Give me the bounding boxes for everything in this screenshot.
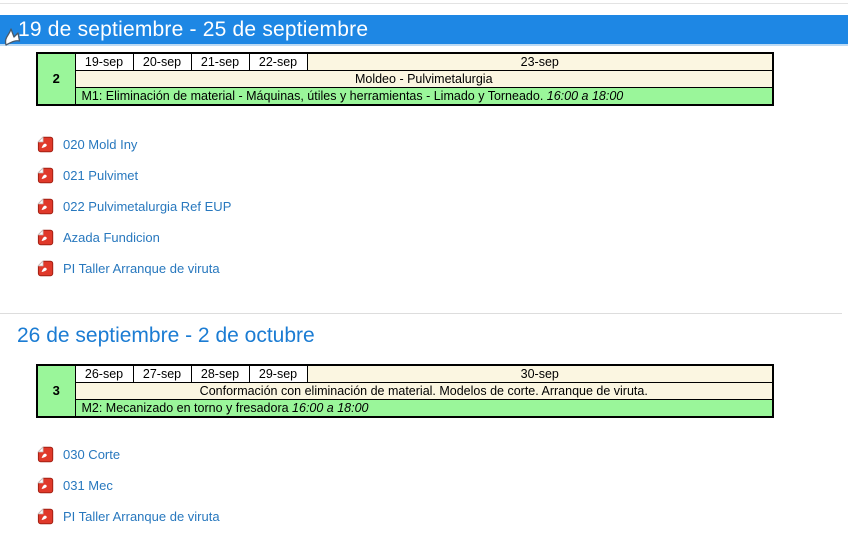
list-item: Azada Fundicion	[37, 229, 231, 246]
day-cell: 23-sep	[306, 52, 774, 71]
list-item: 020 Mold Iny	[37, 136, 231, 153]
day-cell: 26-sep	[74, 364, 134, 383]
day-cell: 30-sep	[306, 364, 774, 383]
day-cell: 29-sep	[248, 364, 308, 383]
section-title: 26 de septiembre - 2 de octubre	[17, 324, 315, 347]
pdf-icon	[37, 136, 54, 153]
activity-text: M2: Mecanizado en torno y fresadora	[81, 401, 289, 415]
section-header-week-19-25: 19 de septiembre - 25 de septiembre	[0, 15, 848, 46]
table-row: 3 26-sep 27-sep 28-sep 29-sep 30-sep	[36, 364, 774, 418]
day-cell: 22-sep	[248, 52, 308, 71]
resource-link[interactable]: 021 Pulvimet	[63, 168, 139, 183]
week2-schedule-table: 2 19-sep 20-sep 21-sep 22-sep 23-sep Mol…	[36, 52, 774, 106]
pdf-icon	[37, 260, 54, 277]
topic-cell: Conformación con eliminación de material…	[74, 382, 774, 400]
activity-cell: M2: Mecanizado en torno y fresadora 16:0…	[74, 399, 774, 418]
day-cell: 21-sep	[190, 52, 250, 71]
resource-link[interactable]: Azada Fundicion	[63, 230, 160, 245]
resource-link[interactable]: 020 Mold Iny	[63, 137, 138, 152]
week3-resource-list: 030 Corte 031 Mec PI Taller Arranque de …	[37, 446, 220, 539]
pdf-icon	[37, 508, 54, 525]
section-title: 19 de septiembre - 25 de septiembre	[18, 17, 369, 41]
day-cell: 27-sep	[132, 364, 192, 383]
resource-link[interactable]: 030 Corte	[63, 447, 121, 462]
table-row: M2: Mecanizado en torno y fresadora 16:0…	[37, 399, 774, 418]
week2-resource-list: 020 Mold Iny 021 Pulvimet 022 Pulvimetal…	[37, 136, 231, 291]
pdf-icon	[37, 198, 54, 215]
list-item: PI Taller Arranque de viruta	[37, 260, 231, 277]
week-number-cell: 2	[36, 52, 76, 106]
table-row: 2 19-sep 20-sep 21-sep 22-sep 23-sep	[36, 52, 774, 106]
day-cell: 28-sep	[190, 364, 250, 383]
activity-time: 16:00 a 18:00	[546, 89, 624, 103]
resource-link[interactable]: PI Taller Arranque de viruta	[63, 261, 220, 276]
table-row: M1: Eliminación de material - Máquinas, …	[37, 87, 774, 106]
resource-link[interactable]: 031 Mec	[63, 478, 113, 493]
table-row: Moldeo - Pulvimetalurgia	[37, 70, 774, 88]
resource-link[interactable]: PI Taller Arranque de viruta	[63, 509, 220, 524]
list-item: 030 Corte	[37, 446, 220, 463]
pdf-icon	[37, 229, 54, 246]
activity-text: M1: Eliminación de material - Máquinas, …	[81, 89, 544, 103]
pdf-icon	[37, 477, 54, 494]
section-divider	[0, 313, 842, 314]
activity-time: 16:00 a 18:00	[292, 401, 369, 415]
list-item: PI Taller Arranque de viruta	[37, 508, 220, 525]
list-item: 021 Pulvimet	[37, 167, 231, 184]
day-cell: 19-sep	[74, 52, 134, 71]
resource-link[interactable]: 022 Pulvimetalurgia Ref EUP	[63, 199, 232, 214]
week3-schedule-table: 3 26-sep 27-sep 28-sep 29-sep 30-sep Con…	[36, 364, 774, 418]
week-number-cell: 3	[36, 364, 76, 418]
table-row: Conformación con eliminación de material…	[37, 382, 774, 400]
activity-cell: M1: Eliminación de material - Máquinas, …	[74, 87, 774, 106]
list-item: 031 Mec	[37, 477, 220, 494]
mouse-cursor-icon	[4, 28, 21, 46]
pdf-icon	[37, 446, 54, 463]
list-item: 022 Pulvimetalurgia Ref EUP	[37, 198, 231, 215]
day-cell: 20-sep	[132, 52, 192, 71]
pdf-icon	[37, 167, 54, 184]
topic-cell: Moldeo - Pulvimetalurgia	[74, 70, 774, 88]
top-divider	[0, 3, 848, 4]
